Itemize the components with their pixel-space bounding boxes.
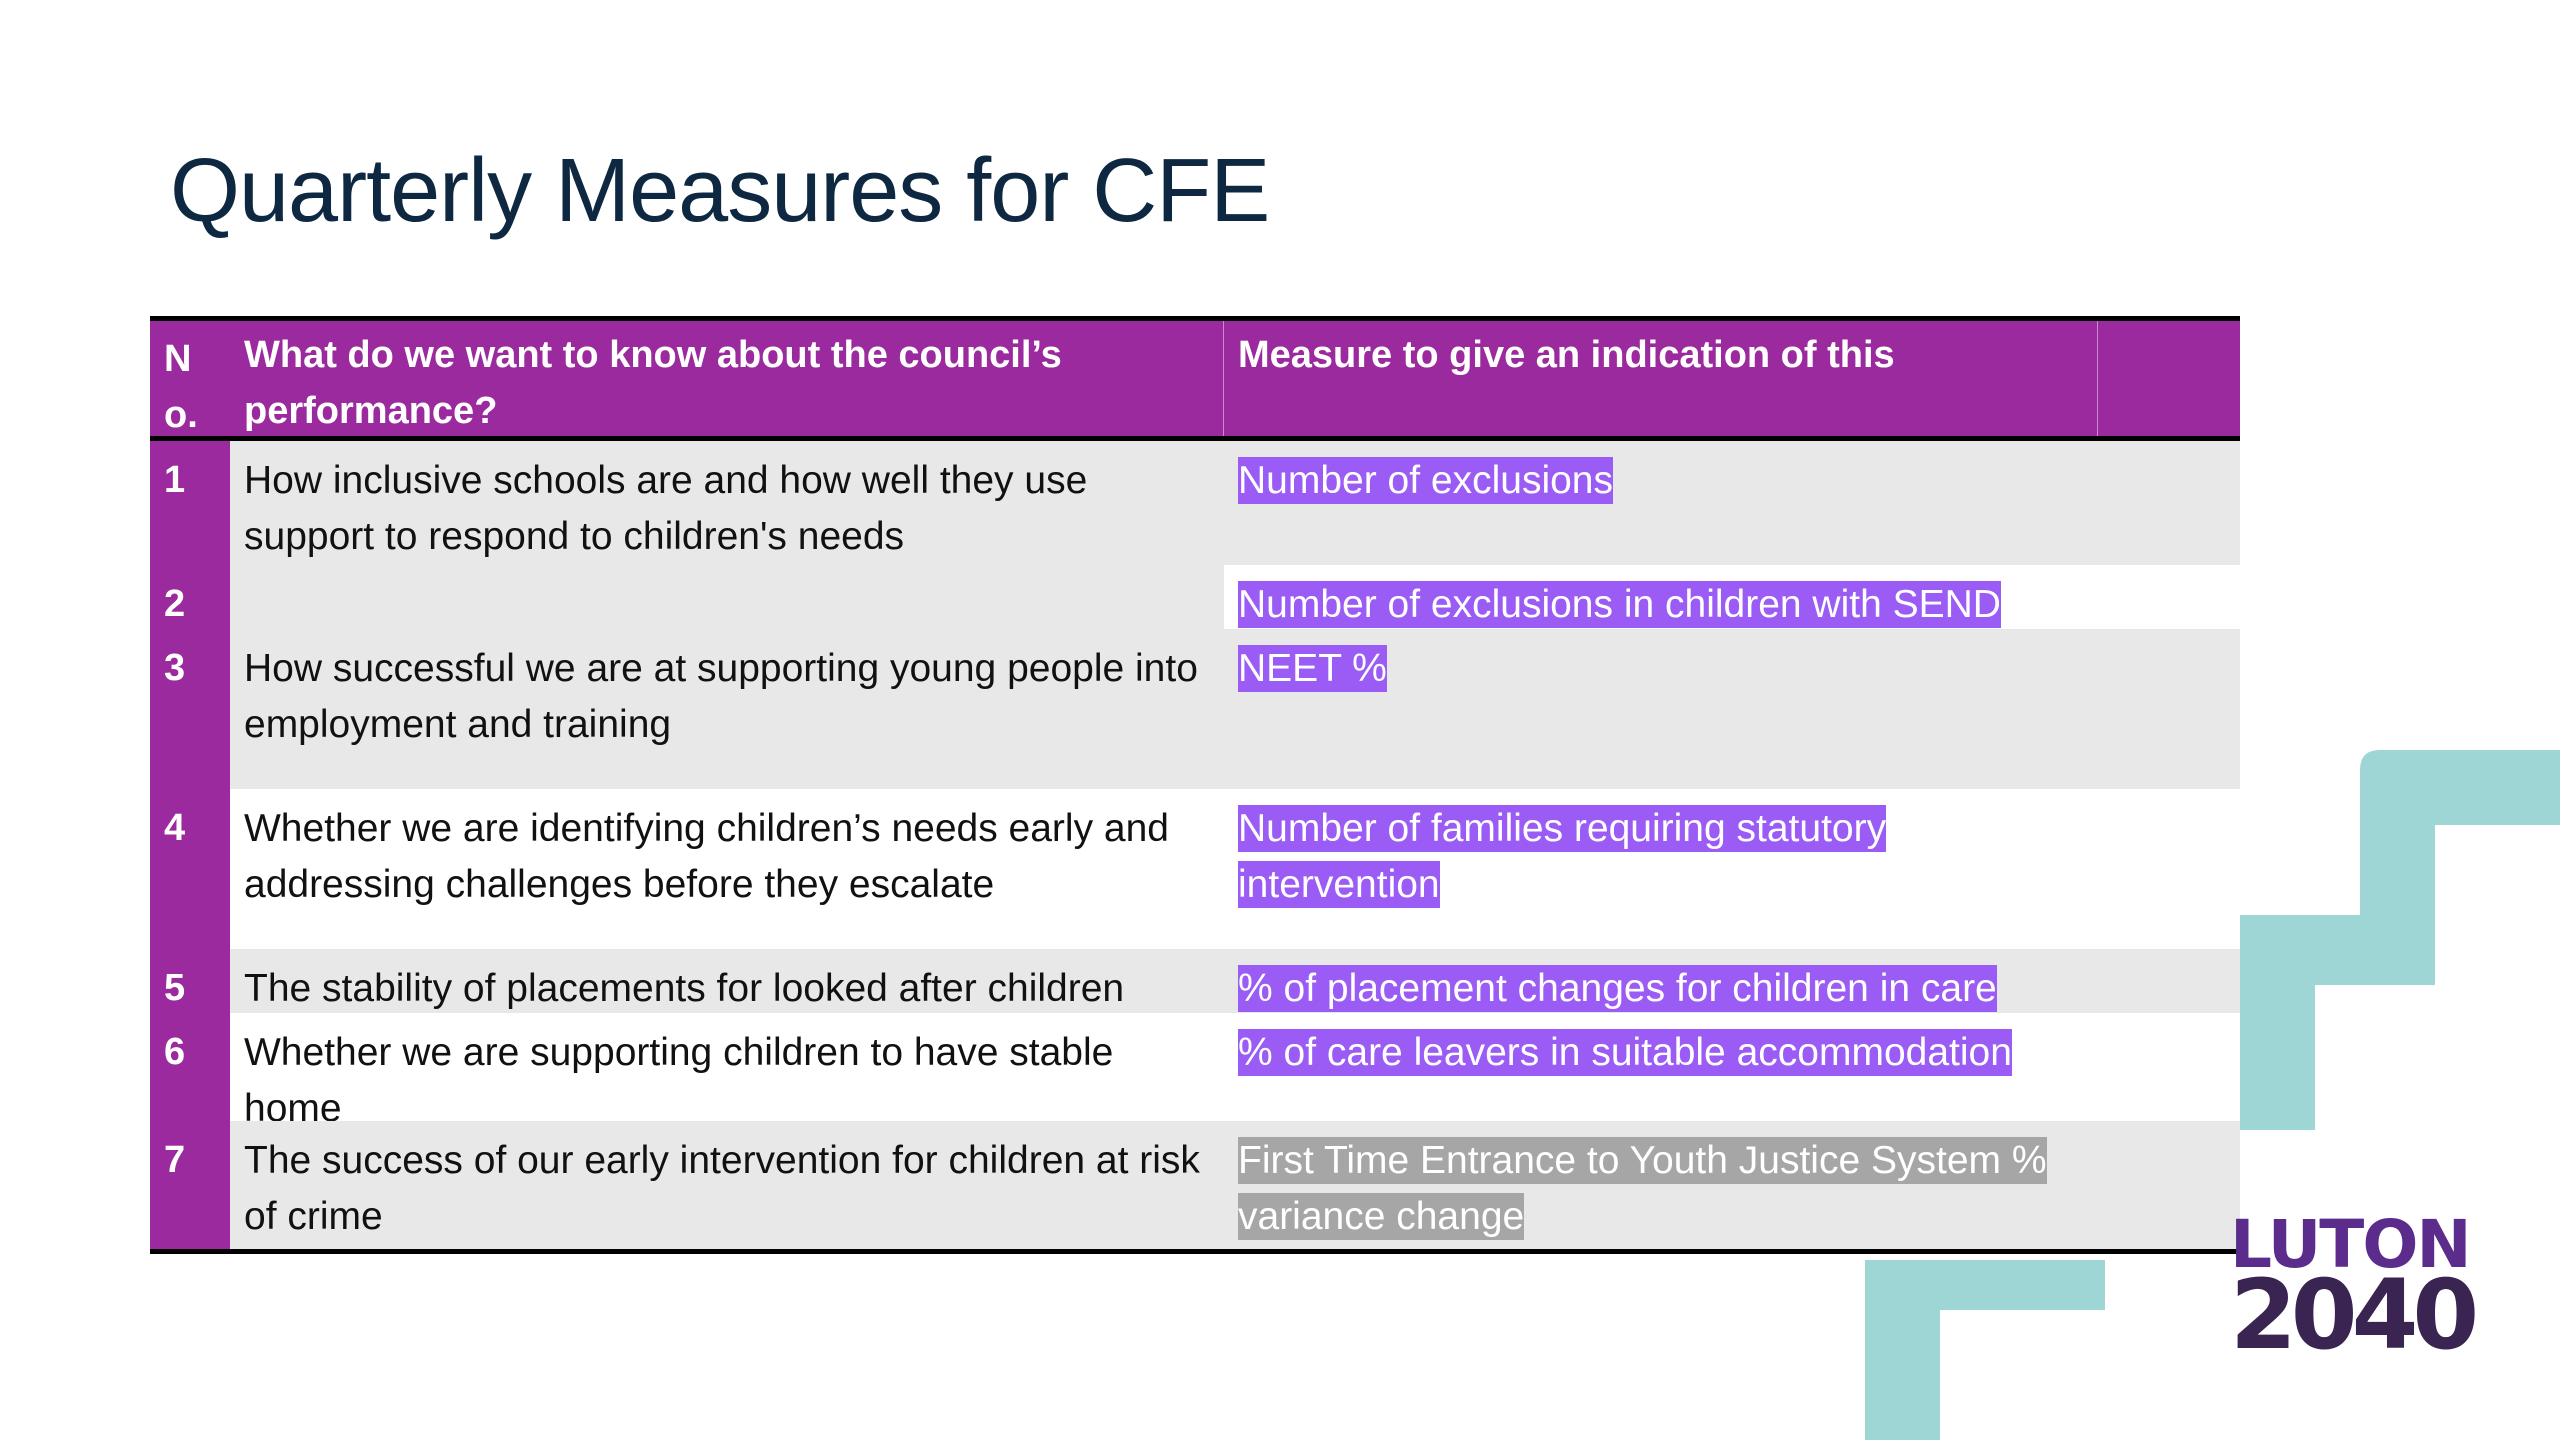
row-extra [2098,441,2240,565]
row-extra [2098,565,2240,629]
row-measure: First Time Entrance to Youth Justice Sys… [1224,1121,2098,1249]
row-no: 6 [150,1013,230,1121]
row-no: 4 [150,789,230,949]
row-question: The success of our early intervention fo… [230,1121,1224,1249]
measure-highlight: NEET % [1238,645,1387,692]
table-row: 4 Whether we are identifying children’s … [150,789,2240,949]
table-row: 2 Number of exclusions in children with … [150,565,2240,629]
row-question: How inclusive schools are and how well t… [230,441,1224,565]
row-measure: % of placement changes for children in c… [1224,949,2098,1013]
table-row: 6 Whether we are supporting children to … [150,1013,2240,1130]
table-row: 1 How inclusive schools are and how well… [150,441,2240,565]
row-measure: Number of families requiring statutory i… [1224,789,2098,949]
row-question: How successful we are at supporting youn… [230,629,1224,789]
row-extra [2098,789,2240,949]
luton-2040-logo: LUTON 2040 [2230,1206,2480,1366]
row-measure: Number of exclusions [1224,441,2098,565]
row-question: The stability of placements for looked a… [230,949,1224,1013]
row-question [230,565,1224,629]
row-measure: % of care leavers in suitable accommodat… [1224,1013,2098,1121]
row-no: 5 [150,949,230,1013]
row-no: 3 [150,629,230,789]
measure-highlight: First Time Entrance to Youth Justice Sys… [1238,1137,2047,1240]
measure-highlight: Number of families requiring statutory i… [1238,805,1887,908]
row-no: 1 [150,441,230,565]
logo-2040-text: 2040 [2230,1259,2479,1371]
row-question: Whether we are identifying children’s ne… [230,789,1224,949]
logo-luton-text: LUTON [2230,1206,2472,1283]
measure-highlight: % of care leavers in suitable accommodat… [1238,1029,2012,1076]
row-no: 2 [150,565,230,629]
header-extra [2098,321,2240,436]
header-measure: Measure to give an indication of this [1224,321,2098,436]
header-no: N o. [150,321,230,436]
row-measure: Number of exclusions in children with SE… [1224,565,2098,629]
table-row: 5 The stability of placements for looked… [150,949,2240,1013]
row-measure: NEET % [1224,629,2098,789]
measure-highlight: Number of exclusions in children with SE… [1238,581,2001,628]
measures-table: N o. What do we want to know about the c… [150,316,2240,1254]
measure-highlight: Number of exclusions [1238,457,1613,504]
row-extra [2098,949,2240,1013]
table-row: 3 How successful we are at supporting yo… [150,629,2240,789]
table-row: 7 The success of our early intervention … [150,1121,2240,1249]
table-header-row: N o. What do we want to know about the c… [150,321,2240,441]
row-question: Whether we are supporting children to ha… [230,1013,1224,1130]
row-extra [2098,1013,2240,1121]
row-extra [2098,1121,2240,1249]
page-title: Quarterly Measures for CFE [170,141,1270,241]
row-no: 7 [150,1121,230,1249]
measure-highlight: % of placement changes for children in c… [1238,965,1997,1012]
header-question: What do we want to know about the counci… [230,321,1224,436]
row-extra [2098,629,2240,789]
